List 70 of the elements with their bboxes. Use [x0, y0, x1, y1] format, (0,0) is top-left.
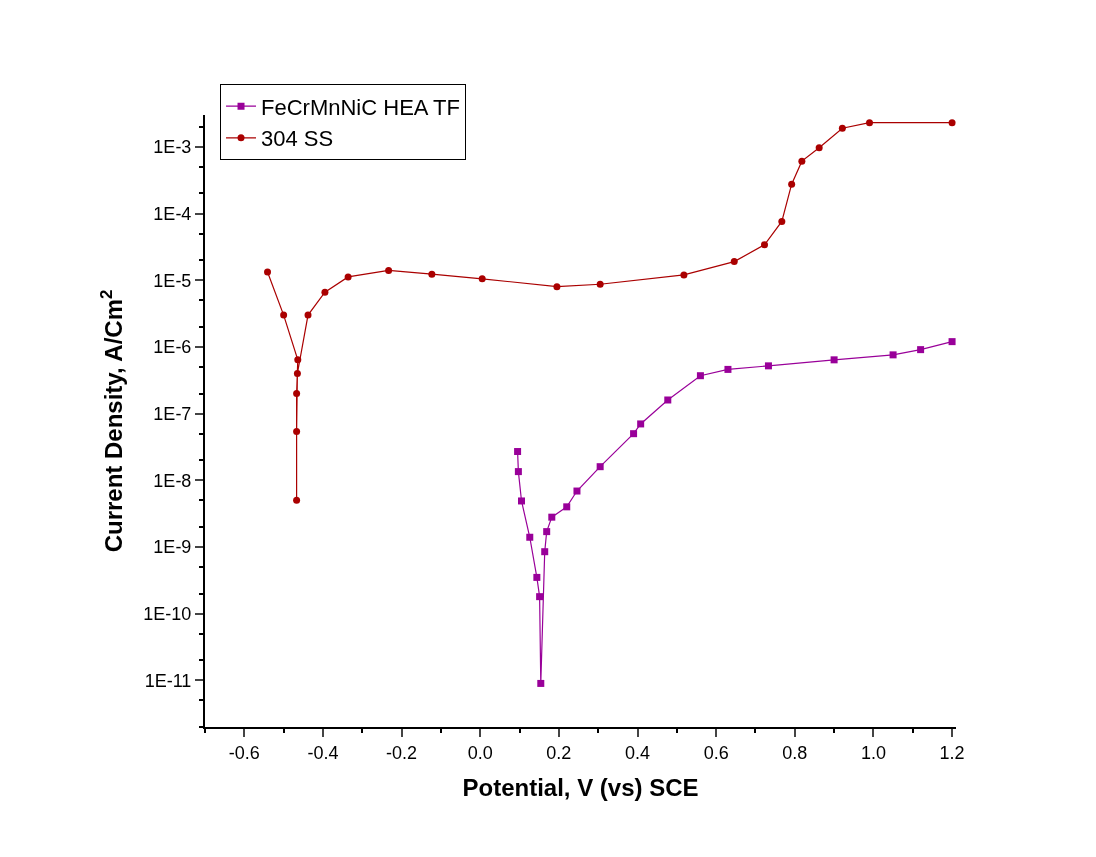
point [573, 487, 581, 495]
point [830, 356, 838, 364]
point [724, 365, 732, 373]
point [696, 372, 704, 380]
x-tick-label: 0.8 [782, 742, 808, 763]
point [514, 448, 522, 456]
point [838, 124, 846, 132]
point [917, 346, 925, 354]
y-tick-label: 1E-7 [153, 403, 192, 424]
point [761, 241, 769, 249]
point [543, 528, 551, 536]
point [764, 362, 772, 370]
point [630, 430, 638, 438]
point [948, 338, 956, 346]
x-axis-title: Potential, V (vs) SCE [462, 774, 699, 802]
point [637, 420, 645, 428]
point [264, 268, 272, 276]
x-tick-label: 1.2 [939, 742, 965, 763]
point [664, 396, 672, 404]
legend-label: 304 SS [261, 126, 334, 152]
x-tick-label: 0.0 [467, 742, 493, 763]
point [866, 119, 873, 127]
point [293, 496, 301, 504]
legend-label: FeCrMnNiC HEA TF [261, 94, 460, 120]
point [788, 180, 796, 188]
y-tick-label: 1E-9 [153, 537, 192, 558]
y-tick-label: 1E-4 [153, 203, 192, 224]
point [293, 369, 301, 377]
point [533, 573, 541, 581]
y-tick-label: 1E-6 [153, 337, 192, 358]
point [478, 275, 486, 283]
point [428, 270, 436, 278]
y-tick-label: 1E-3 [153, 137, 192, 158]
point [553, 283, 561, 291]
x-tick-label: 0.6 [703, 742, 729, 763]
point [514, 468, 522, 476]
point [344, 273, 352, 281]
point [321, 288, 329, 296]
point [730, 258, 738, 266]
point [518, 497, 526, 505]
y-tick-label: 1E-5 [153, 270, 192, 291]
point [798, 157, 806, 165]
y-tick-label: 1E-10 [143, 603, 192, 624]
point [304, 311, 312, 319]
x-tick-label: -0.6 [228, 742, 260, 763]
point [385, 266, 393, 274]
x-tick-label: -0.4 [307, 742, 339, 763]
point [280, 311, 288, 319]
point [889, 351, 897, 359]
point [293, 427, 301, 435]
point [548, 513, 556, 521]
point [596, 463, 604, 471]
point [815, 144, 823, 152]
point [680, 271, 688, 279]
point [563, 503, 571, 511]
x-tick-label: 0.4 [624, 742, 651, 763]
point [596, 280, 604, 288]
point [778, 217, 786, 225]
point [293, 390, 301, 398]
y-tick-label: 1E-11 [144, 670, 192, 691]
point [541, 548, 549, 556]
point [536, 593, 544, 601]
x-tick-label: -0.2 [386, 742, 418, 763]
point [537, 679, 545, 687]
x-tick-label: 0.2 [546, 742, 572, 763]
x-tick-label: 1.0 [860, 742, 886, 763]
y-tick-label: 1E-8 [153, 470, 192, 491]
point [294, 356, 302, 364]
point [526, 533, 534, 541]
point [948, 119, 956, 127]
